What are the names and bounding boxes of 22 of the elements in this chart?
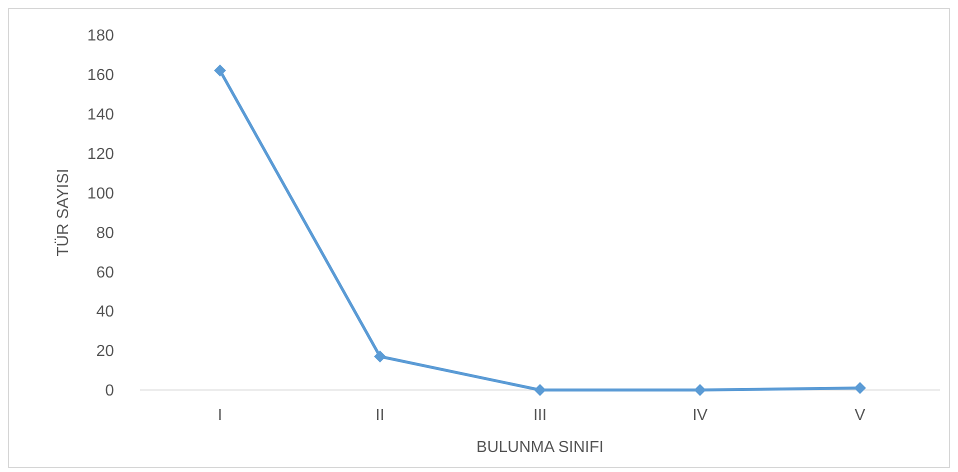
point xyxy=(214,64,226,76)
y-tick-label: 120 xyxy=(87,146,114,163)
y-tick-label: 80 xyxy=(96,224,114,242)
y-tick-label: 60 xyxy=(96,264,114,282)
x-tick-label: I xyxy=(218,407,222,424)
point xyxy=(534,384,546,396)
x-tick-label: II xyxy=(376,407,384,424)
x-tick-label: V xyxy=(854,407,866,424)
y-tick-label: 40 xyxy=(96,304,114,321)
y-tick-label: 0 xyxy=(105,382,114,400)
y-tick-label: 160 xyxy=(87,67,114,84)
point xyxy=(854,382,866,394)
point xyxy=(694,384,706,396)
y-tick-label: 180 xyxy=(87,28,114,45)
point xyxy=(374,350,386,362)
y-tick-label: 100 xyxy=(87,185,114,202)
x-tick-label: IV xyxy=(692,407,708,424)
y-axis-title: TÜR SAYISI xyxy=(54,168,72,256)
x-tick-label: III xyxy=(533,407,547,424)
y-tick-label: 140 xyxy=(87,106,114,124)
y-tick-label: 20 xyxy=(96,343,114,360)
x-axis-title: BULUNMA SINIFI xyxy=(476,439,604,456)
